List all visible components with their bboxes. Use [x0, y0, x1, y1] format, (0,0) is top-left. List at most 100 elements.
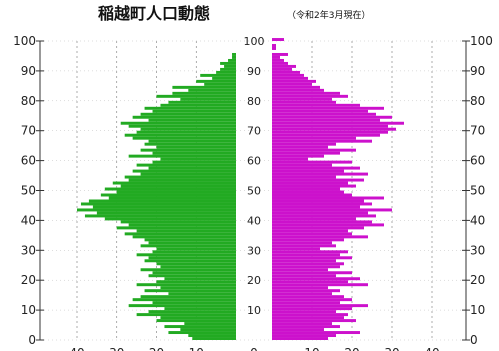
male-bar-age-57 — [148, 166, 236, 170]
female-bar-age-82 — [272, 91, 340, 95]
female-bar-age-57 — [272, 166, 360, 170]
male-bar-age-22 — [152, 271, 236, 275]
male-bar-age-83 — [188, 88, 236, 92]
male-bar-age-36 — [136, 229, 236, 233]
female-bar-age-6 — [272, 319, 356, 323]
age-tick-center-70: 70 — [247, 125, 261, 138]
age-tick-right-70: 70 — [470, 124, 485, 138]
female-bar-age-7 — [272, 316, 344, 320]
female-bar-age-37 — [272, 226, 364, 230]
female-bar-age-21 — [272, 274, 336, 278]
male-bar-age-34 — [132, 235, 236, 239]
x-tick-2: 20 — [149, 346, 164, 351]
female-bar-age-100 — [272, 38, 284, 41]
age-tick-center-40: 40 — [247, 214, 261, 227]
female-bar-age-29 — [272, 250, 348, 254]
female-bar-age-53 — [272, 178, 364, 182]
male-bar-age-77 — [144, 106, 236, 110]
female-bar-age-68 — [272, 133, 380, 137]
female-bar-age-12 — [272, 301, 340, 305]
female-bar-age-31 — [272, 244, 336, 248]
age-tick-center-80: 80 — [247, 95, 261, 108]
female-bar-age-2 — [272, 331, 360, 335]
female-bar-age-61 — [272, 154, 324, 158]
age-tick-left-50: 50 — [21, 184, 36, 198]
male-bar-age-44 — [92, 205, 237, 209]
age-tick-right-0: 0 — [470, 333, 478, 347]
male-bar-age-66 — [148, 139, 236, 143]
age-tick-left-10: 10 — [21, 303, 36, 317]
male-bar-age-51 — [120, 184, 236, 188]
female-bar-age-59 — [272, 160, 352, 164]
male-bar-age-63 — [140, 148, 236, 152]
female-bar-age-49 — [272, 190, 344, 194]
female-bar-age-14 — [272, 295, 344, 299]
male-bar-age-0 — [192, 337, 236, 340]
female-bar-age-36 — [272, 229, 348, 233]
male-bar-age-4 — [164, 325, 236, 329]
female-bar-age-47 — [272, 196, 384, 200]
male-bar-age-11 — [128, 304, 236, 308]
female-bar-age-18 — [272, 283, 368, 287]
male-bar-age-76 — [152, 109, 236, 113]
female-bar-age-30 — [272, 247, 320, 251]
male-bar-age-39 — [120, 220, 236, 224]
age-tick-center-30: 30 — [247, 244, 261, 257]
male-bar-age-16 — [144, 289, 236, 293]
female-bar-age-39 — [272, 220, 372, 224]
x-tick-5: 10 — [304, 346, 319, 351]
male-bar-age-46 — [88, 199, 236, 203]
female-bar-age-8 — [272, 313, 348, 317]
male-bar-age-73 — [148, 118, 236, 122]
axes: 0 0 10 10 10 20 20 20 30 30 30 40 40 40 50 50 50 60 60 60 70… — [13, 34, 493, 351]
male-bar-age-78 — [160, 103, 236, 107]
female-bar-age-32 — [272, 241, 332, 245]
female-bar-age-52 — [272, 181, 348, 185]
female-bar-age-71 — [272, 124, 388, 128]
male-bar-age-50 — [104, 187, 236, 191]
female-bar-age-16 — [272, 289, 340, 293]
female-bar-age-93 — [272, 58, 284, 62]
male-bar-age-69 — [136, 130, 236, 134]
female-bar-age-70 — [272, 127, 396, 131]
male-bar-age-47 — [108, 196, 236, 200]
female-bar-age-74 — [272, 115, 392, 119]
female-bar-age-79 — [272, 100, 336, 104]
male-bar-age-93 — [228, 58, 236, 62]
female-bar-age-20 — [272, 277, 360, 281]
x-tick-8: 40 — [424, 346, 439, 351]
male-bar-age-24 — [160, 265, 236, 269]
female-bar-age-84 — [272, 85, 320, 89]
age-tick-right-80: 80 — [470, 94, 485, 108]
x-tick-1: 30 — [109, 346, 124, 351]
female-bar-age-0 — [272, 337, 328, 340]
female-bar-age-5 — [272, 322, 332, 326]
female-bar-age-17 — [272, 286, 328, 290]
male-bar-age-18 — [136, 283, 236, 287]
male-bar-age-49 — [116, 190, 236, 194]
female-bar-age-41 — [272, 214, 376, 218]
male-bar-age-15 — [168, 292, 236, 296]
female-bar-age-48 — [272, 193, 352, 197]
male-bar-age-92 — [220, 61, 236, 65]
age-tick-center-60: 60 — [247, 155, 261, 168]
female-bar-age-11 — [272, 304, 368, 308]
male-bar-age-89 — [216, 70, 236, 74]
male-bar-age-56 — [132, 169, 236, 173]
male-bar-age-58 — [136, 163, 236, 167]
female-bar-age-22 — [272, 271, 352, 275]
female-bar-age-86 — [272, 79, 316, 83]
age-tick-left-0: 0 — [28, 333, 36, 347]
male-bar-age-28 — [136, 253, 236, 257]
female-bar-age-64 — [272, 145, 328, 149]
age-tick-left-30: 30 — [21, 243, 36, 257]
female-bar-age-69 — [272, 130, 388, 134]
female-bar-age-24 — [272, 265, 340, 269]
female-bar-age-94 — [272, 55, 280, 59]
male-bar-age-8 — [136, 313, 236, 317]
female-bar-age-81 — [272, 94, 348, 98]
age-tick-left-100: 100 — [13, 34, 36, 48]
female-bar-age-10 — [272, 307, 352, 311]
female-bar-age-50 — [272, 187, 340, 191]
